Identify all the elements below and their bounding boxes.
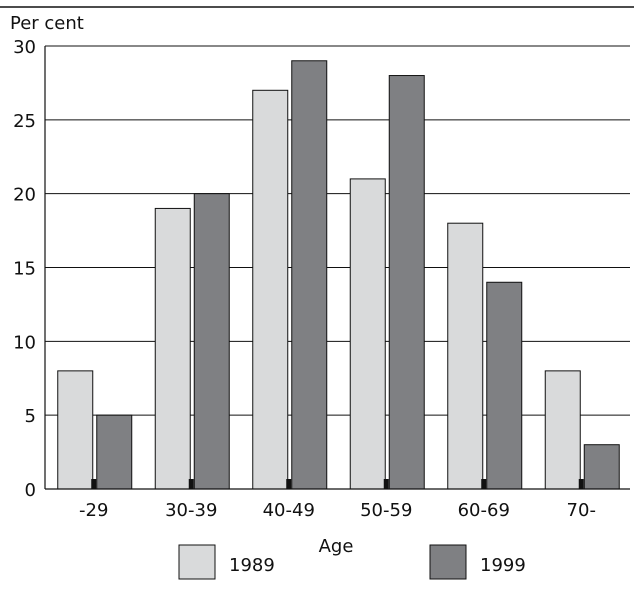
y-tick-label: 0 — [25, 480, 36, 501]
y-axis-unit-label: Per cent — [10, 13, 84, 34]
x-tick-label: 30-39 — [165, 500, 217, 521]
x-tick-label: 70- — [567, 500, 596, 521]
bar-1999-1 — [96, 414, 133, 490]
x-tick-label: 60-69 — [458, 500, 510, 521]
bar-1999-2 — [193, 193, 230, 490]
y-tick-label: 10 — [13, 332, 36, 353]
x-tick-mark — [578, 479, 584, 489]
bar-1989-1 — [57, 370, 94, 490]
bar-1999-4 — [388, 75, 425, 490]
bar-1989-2 — [154, 207, 191, 490]
bars — [57, 60, 620, 490]
x-axis-ticks: -29 30-39 40-49 50-59 60-69 70- — [79, 479, 596, 521]
x-axis-label: Age — [319, 536, 354, 557]
bar-1989-6 — [544, 370, 581, 490]
y-tick-label: 30 — [13, 37, 36, 58]
x-tick-label: -29 — [79, 500, 108, 521]
bar-1989-3 — [252, 89, 289, 490]
y-axis-ticks: 0 5 10 15 20 25 30 — [13, 37, 36, 501]
legend-label-1989: 1989 — [229, 555, 275, 576]
y-tick-label: 20 — [13, 185, 36, 206]
bar-1989-4 — [349, 178, 386, 490]
x-tick-mark — [383, 479, 389, 489]
legend-swatch-1999 — [429, 544, 467, 580]
y-tick-label: 5 — [25, 406, 36, 427]
x-tick-mark — [286, 479, 292, 489]
x-tick-mark — [91, 479, 97, 489]
gridlines — [45, 45, 630, 416]
legend: 1989 1999 — [178, 544, 526, 580]
bar-1989-5 — [447, 222, 484, 490]
legend-label-1999: 1999 — [480, 555, 526, 576]
x-tick-label: 40-49 — [263, 500, 315, 521]
bar-1999-6 — [583, 444, 620, 490]
y-tick-label: 25 — [13, 111, 36, 132]
y-tick-label: 15 — [13, 259, 36, 280]
x-tick-label: 50-59 — [360, 500, 412, 521]
x-tick-mark — [188, 479, 194, 489]
bar-1999-3 — [291, 60, 328, 490]
bar-1999-5 — [486, 281, 523, 490]
x-tick-mark — [481, 479, 487, 489]
legend-swatch-1989 — [178, 544, 216, 580]
